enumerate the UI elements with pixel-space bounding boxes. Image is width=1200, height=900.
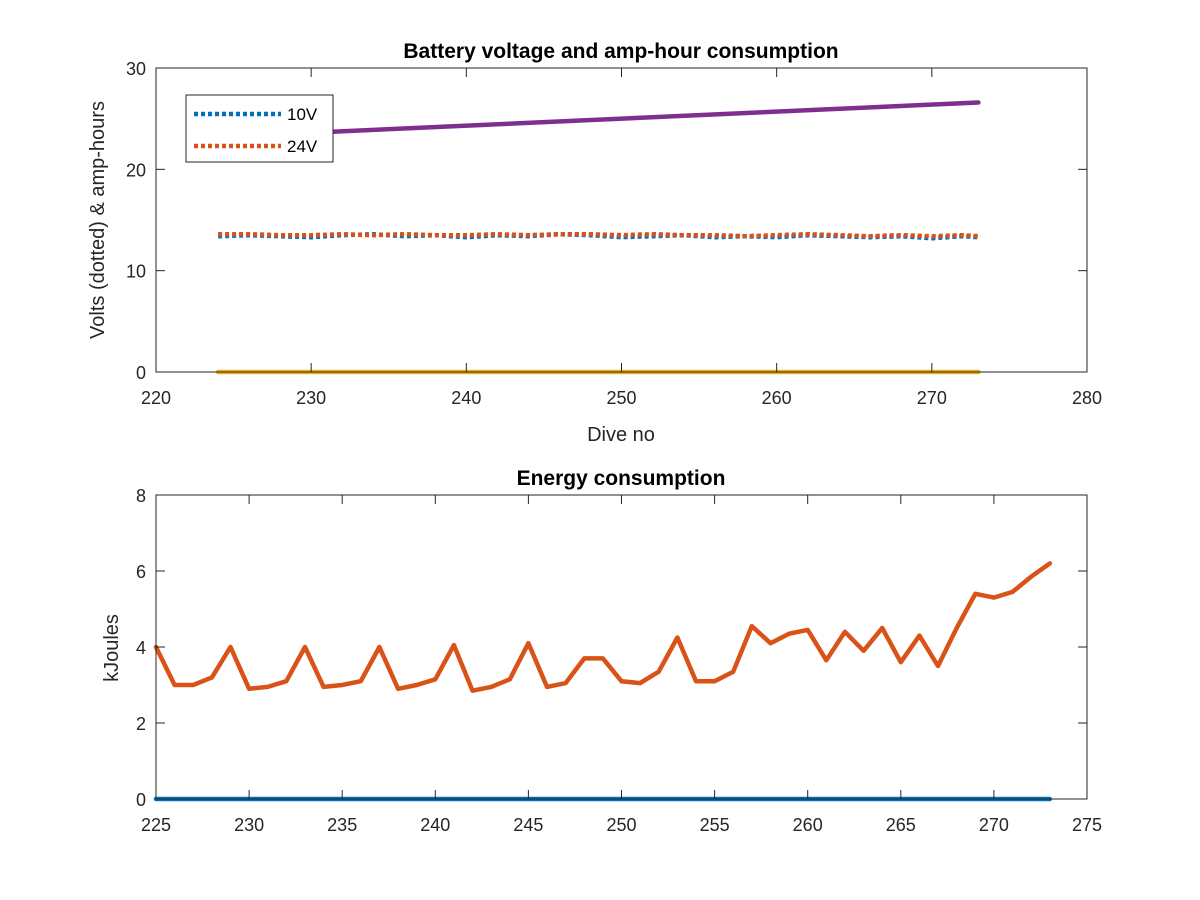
y-tick-label: 30 [126,59,146,79]
y-tick-label: 6 [136,562,146,582]
x-tick-label: 240 [420,815,450,835]
legend-label-10v: 10V [287,105,318,124]
x-tick-label: 260 [762,388,792,408]
x-tick-label: 255 [700,815,730,835]
y-tick-label: 8 [136,486,146,506]
x-axis-label: Dive no [587,424,655,446]
x-tick-label: 235 [327,815,357,835]
x-tick-label: 280 [1072,388,1102,408]
y-axis-label: Volts (dotted) & amp-hours [87,101,109,339]
y-tick-label: 0 [136,363,146,383]
chart-energy-consumption: Energy consumption kJoules 225 230 235 240 2… [101,467,1102,835]
x-tick-label: 270 [979,815,1009,835]
series-line-purple [215,100,981,140]
x-tick-label: 275 [1072,815,1102,835]
series-line-orange [153,561,1053,693]
x-tick-label: 220 [141,388,171,408]
x-tick-label: 265 [886,815,916,835]
x-tick-label: 270 [917,388,947,408]
x-tick-label: 245 [513,815,543,835]
y-tick-label: 2 [136,714,146,734]
x-tick-label: 230 [234,815,264,835]
series-line-24v [218,231,979,239]
y-tick-label: 10 [126,262,146,282]
y-tick-label: 0 [136,790,146,810]
x-tick-label: 225 [141,815,171,835]
x-tick-label: 230 [296,388,326,408]
chart-title: Energy consumption [517,467,726,490]
x-tick-label: 260 [793,815,823,835]
y-axis-label: kJoules [101,614,123,682]
legend-label-24v: 24V [287,137,318,156]
chart-battery-voltage: Battery voltage and amp-hour consumption… [87,40,1102,446]
chart-title: Battery voltage and amp-hour consumption [403,40,838,63]
x-tick-label: 250 [606,388,636,408]
y-tick-label: 4 [136,638,146,658]
x-tick-label: 250 [606,815,636,835]
x-tick-label: 240 [451,388,481,408]
legend-box [185,94,334,163]
y-tick-label: 20 [126,160,146,180]
legend: 10V 24V [185,94,334,163]
